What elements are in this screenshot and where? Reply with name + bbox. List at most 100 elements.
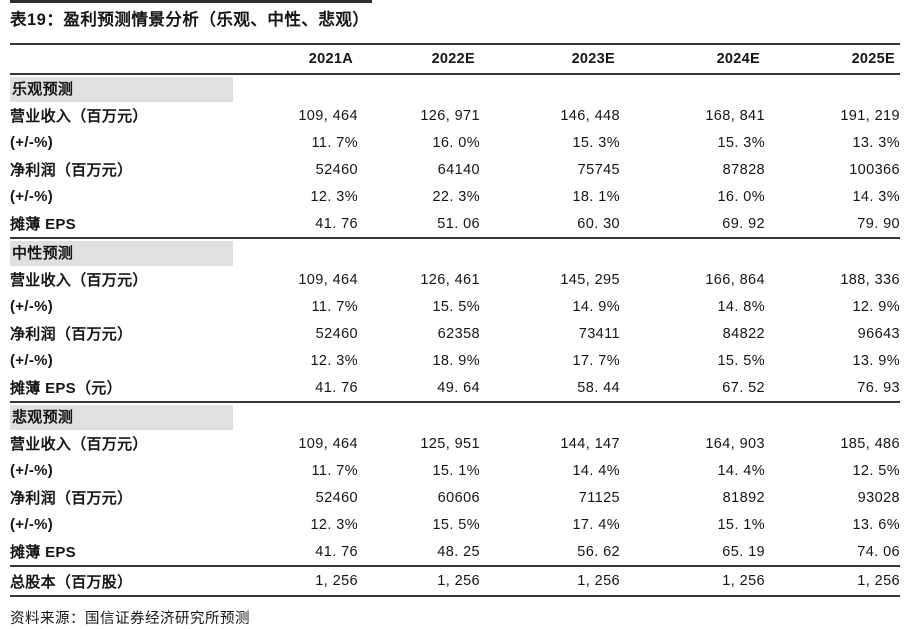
cell-value: 11. 7% [311,462,358,479]
cell-value: 144, 147 [560,435,620,452]
cell-value: 13. 6% [852,516,900,533]
cell-value: 41. 76 [315,543,358,560]
section-header-cell: 乐观预测 [10,73,900,102]
section-header-cell: 中性预测 [10,237,900,266]
cell-value: 15. 3% [717,134,765,151]
cell-value: 14. 8% [717,298,765,315]
cell-value: 52460 [315,489,358,506]
cell-value: 15. 5% [432,516,480,533]
cell-value: 100366 [849,161,900,178]
header-year-2021a: 2021A [250,43,358,75]
cell-value: 48. 25 [437,543,480,560]
cell-value: 12. 3% [310,516,358,533]
cell-value: 14. 4% [572,462,620,479]
cell-value: 17. 4% [572,516,620,533]
cell-value: 188, 336 [840,271,900,288]
row-label: 摊薄 EPS [10,216,76,233]
cell-value: 11. 7% [311,298,358,315]
cell-value: 87828 [722,161,765,178]
row-label: 营业收入（百万元） [10,436,148,453]
cell-value: 52460 [315,325,358,342]
cell-value: 12. 9% [852,298,900,315]
table-row: 净利润（百万元） 52460 62358 73411 84822 96643 [10,320,900,347]
header-year-2023e: 2023E [480,43,620,75]
table-row: 营业收入（百万元） 109, 464 126, 971 146, 448 168, 84… [10,102,900,129]
header-row: 2021A 2022E 2023E 2024E 2025E [10,43,900,75]
cell-value: 13. 9% [852,352,900,369]
section-header-row: 悲观预测 [10,401,900,430]
section-header-row: 乐观预测 [10,73,900,102]
cell-value: 69. 92 [722,215,765,232]
cell-value: 12. 3% [310,188,358,205]
header-year-2022e: 2022E [358,43,480,75]
row-label: 净利润（百万元） [10,490,133,507]
cell-value: 49. 64 [437,379,480,396]
cell-value: 64140 [437,161,480,178]
cell-value: 62358 [437,325,480,342]
cell-value: 166, 864 [705,271,765,288]
header-label-col [10,43,250,75]
table-row: 营业收入（百万元） 109, 464 125, 951 144, 147 164, 90… [10,430,900,457]
cell-value: 1, 256 [765,565,900,597]
cell-value: 1, 256 [620,565,765,597]
row-label: (+/-%) [10,298,54,315]
section-header-label: 乐观预测 [10,76,233,102]
row-label: 营业收入（百万元） [10,108,148,125]
cell-value: 96643 [857,325,900,342]
cell-value: 14. 4% [717,462,765,479]
section-header-cell: 悲观预测 [10,401,900,430]
table-row: 摊薄 EPS 41. 76 51. 06 60. 30 69. 92 79. 90 [10,210,900,238]
cell-value: 191, 219 [840,107,900,124]
total-shares-row: 总股本（百万股） 1, 256 1, 256 1, 256 1, 256 1, 256 [10,565,900,597]
cell-value: 125, 951 [420,435,480,452]
cell-value: 18. 1% [572,188,620,205]
table-body: 乐观预测 营业收入（百万元） 109, 464 126, 971 146, 448 168… [10,73,900,597]
cell-value: 109, 464 [298,107,358,124]
cell-value: 12. 5% [852,462,900,479]
table-row: (+/-%) 12. 3% 22. 3% 18. 1% 16. 0% 14. 3% [10,183,900,210]
cell-value: 16. 0% [432,134,480,151]
cell-value: 51. 06 [437,215,480,232]
cell-value: 15. 1% [432,462,480,479]
cell-value: 60606 [437,489,480,506]
table-row: 摊薄 EPS 41. 76 48. 25 56. 62 65. 19 74. 06 [10,538,900,566]
table-row: (+/-%) 12. 3% 18. 9% 17. 7% 15. 5% 13. 9% [10,347,900,374]
cell-value: 13. 3% [852,134,900,151]
row-label: 摊薄 EPS（元） [10,380,122,397]
row-label: (+/-%) [10,516,54,533]
row-label: 净利润（百万元） [10,162,133,179]
table-row: (+/-%) 11. 7% 16. 0% 15. 3% 15. 3% 13. 3% [10,129,900,156]
cell-value: 109, 464 [298,271,358,288]
row-label: 摊薄 EPS [10,544,76,561]
source-note: 资料来源：国信证券经济研究所预测 [10,611,250,627]
cell-value: 14. 3% [852,188,900,205]
row-label: 净利润（百万元） [10,326,133,343]
table-row: (+/-%) 11. 7% 15. 5% 14. 9% 14. 8% 12. 9% [10,293,900,320]
cell-value: 81892 [722,489,765,506]
row-label: (+/-%) [10,352,54,369]
cell-value: 74. 06 [857,543,900,560]
cell-value: 15. 3% [572,134,620,151]
cell-value: 146, 448 [560,107,620,124]
section-header-row: 中性预测 [10,237,900,266]
table-row: (+/-%) 11. 7% 15. 1% 14. 4% 14. 4% 12. 5% [10,457,900,484]
row-label: (+/-%) [10,134,54,151]
cell-value: 41. 76 [315,215,358,232]
cell-value: 16. 0% [717,188,765,205]
cell-value: 1, 256 [480,565,620,597]
cell-value: 1, 256 [250,565,358,597]
cell-value: 84822 [722,325,765,342]
table-header: 2021A 2022E 2023E 2024E 2025E [10,43,900,75]
cell-value: 15. 5% [432,298,480,315]
cell-value: 56. 62 [577,543,620,560]
cell-value: 71125 [578,489,620,506]
cell-value: 168, 841 [705,107,765,124]
cell-value: 109, 464 [298,435,358,452]
cell-value: 185, 486 [840,435,900,452]
cell-value: 73411 [578,325,620,342]
cell-value: 18. 9% [432,352,480,369]
cell-value: 126, 461 [420,271,480,288]
row-label: (+/-%) [10,462,54,479]
table-title: 表19：盈利预测情景分析（乐观、中性、悲观） [10,11,370,29]
cell-value: 75745 [577,161,620,178]
